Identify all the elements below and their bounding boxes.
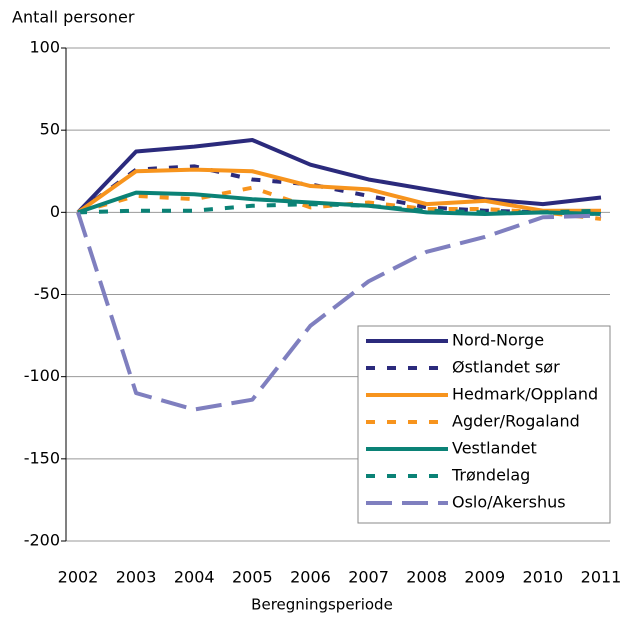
series-line [77, 202, 602, 215]
x-tick-label: 2008 [406, 568, 447, 587]
x-tick-label: 2006 [290, 568, 331, 587]
legend-label: Hedmark/Oppland [452, 385, 598, 404]
x-tick-label: 2011 [581, 568, 622, 587]
legend-box [357, 325, 611, 524]
y-tick-label: 0 [50, 202, 60, 221]
y-tick-label: -150 [24, 448, 60, 467]
series-line [76, 167, 601, 214]
series-line [76, 138, 602, 214]
series-line [76, 211, 602, 412]
x-tick-label: 2002 [58, 568, 99, 587]
y-tick-label: -50 [34, 284, 60, 303]
x-tick-label: 2010 [523, 568, 564, 587]
legend-label: Agder/Rogaland [452, 412, 580, 431]
x-tick-label: 2005 [232, 568, 273, 587]
x-tick-label: 2004 [174, 568, 215, 587]
x-tick-label: 2003 [116, 568, 157, 587]
y-axis-title: Antall personer [12, 8, 135, 27]
legend-label: Vestlandet [452, 439, 537, 458]
legend-label: Oslo/Akershus [452, 493, 566, 512]
y-tick-label: 100 [29, 38, 60, 57]
y-tick-label: -100 [24, 366, 60, 385]
legend-label: Nord-Norge [452, 331, 544, 350]
series-line [76, 164, 602, 216]
x-tick-label: 2007 [348, 568, 389, 587]
legend-label: Trøndelag [451, 466, 530, 485]
legend-label: Østlandet sør [452, 358, 560, 377]
x-tick-label: 2009 [464, 568, 505, 587]
series-line [77, 190, 602, 216]
x-axis-title: Beregningsperiode [251, 596, 393, 614]
y-tick-label: -200 [24, 531, 60, 550]
y-tick-label: 50 [40, 120, 60, 139]
series-line [77, 185, 602, 221]
